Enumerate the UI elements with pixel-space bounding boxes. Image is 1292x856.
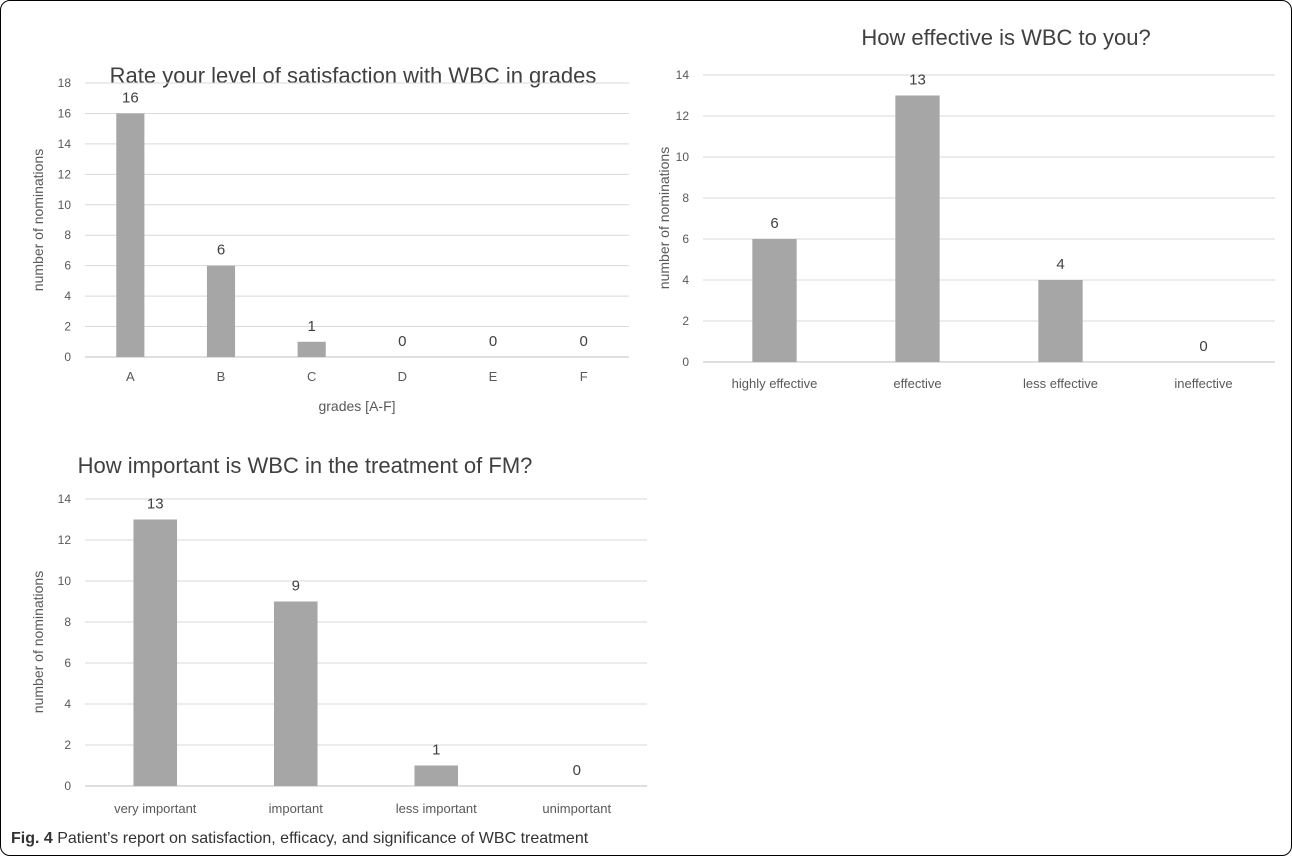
effectiveness-chart: How effective is WBC to you? 0 2 4 6 8 10 12 14 6… [656,25,1275,391]
y-axis-label: number of nominations [30,571,46,713]
y-tick-label: 6 [64,259,71,273]
satisfaction-grades-chart: Rate your level of satisfaction with WBC… [30,63,629,414]
data-label: 0 [489,333,497,350]
y-tick-label: 6 [682,232,689,246]
y-tick-label: 0 [64,779,71,793]
y-tick-label: 8 [682,191,689,205]
y-tick-label: 4 [64,697,71,711]
y-tick-label: 12 [58,533,72,547]
data-label: 0 [1199,338,1207,355]
y-tick-label: 2 [64,738,71,752]
data-label: 0 [398,333,406,350]
y-tick-label: 8 [64,228,71,242]
y-tick-label: 16 [58,106,72,120]
data-label: 0 [579,333,587,350]
figure-caption-text: Patient’s report on satisfaction, effica… [52,830,589,847]
bar [116,113,145,357]
bar [895,95,940,362]
y-axis-label: number of nominations [656,147,672,289]
data-label: 1 [307,318,315,335]
y-tick-label: 14 [58,492,72,506]
bar [206,265,236,357]
y-tick-label: 4 [64,289,71,303]
category-label: less effective [1023,376,1098,391]
figure-caption: Fig. 4 Patient’s report on satisfaction,… [11,830,588,848]
chart-title: Rate your level of satisfaction with WBC… [110,63,597,88]
category-label: F [580,369,588,384]
bar [273,601,318,786]
y-tick-label: 12 [676,109,690,123]
category-label: very important [114,801,197,816]
figure-caption-label: Fig. 4 [11,830,53,847]
chart-title: How effective is WBC to you? [861,25,1150,50]
y-tick-label: 14 [58,137,72,151]
y-tick-label: 6 [64,656,71,670]
data-label: 6 [217,242,225,259]
y-tick-label: 0 [682,355,689,369]
bar [414,765,459,786]
data-label: 13 [909,72,926,89]
category-label: highly effective [732,376,818,391]
category-label: effective [893,376,941,391]
y-tick-label: 10 [58,574,72,588]
data-label: 1 [432,742,440,759]
x-axis-label: grades [A-F] [318,398,395,414]
y-tick-label: 2 [682,314,689,328]
category-label: B [217,369,226,384]
category-label: ineffective [1174,376,1232,391]
bar [297,341,326,357]
bar [133,519,178,786]
category-label: important [269,801,324,816]
y-tick-label: 14 [676,68,690,82]
y-tick-label: 2 [64,320,71,334]
importance-chart: How important is WBC in the treatment of… [30,453,647,816]
y-tick-label: 8 [64,615,71,629]
bar [1038,280,1083,362]
chart-title: How important is WBC in the treatment of… [78,453,533,478]
data-label: 9 [292,578,300,595]
y-axis-label: number of nominations [30,149,46,291]
category-label: D [398,369,407,384]
category-label: A [126,369,135,384]
y-tick-label: 10 [676,150,690,164]
y-tick-label: 18 [58,76,72,90]
y-tick-label: 12 [58,167,72,181]
y-tick-label: 0 [64,350,71,364]
category-label: unimportant [542,801,611,816]
category-label: less important [396,801,477,816]
y-tick-label: 4 [682,273,689,287]
y-tick-label: 10 [58,198,72,212]
data-label: 6 [770,215,778,232]
data-label: 0 [573,762,581,779]
data-label: 13 [147,496,164,513]
bar [752,239,797,362]
data-label: 4 [1056,256,1064,273]
category-label: C [307,369,316,384]
category-label: E [489,369,498,384]
data-label: 16 [122,89,139,106]
